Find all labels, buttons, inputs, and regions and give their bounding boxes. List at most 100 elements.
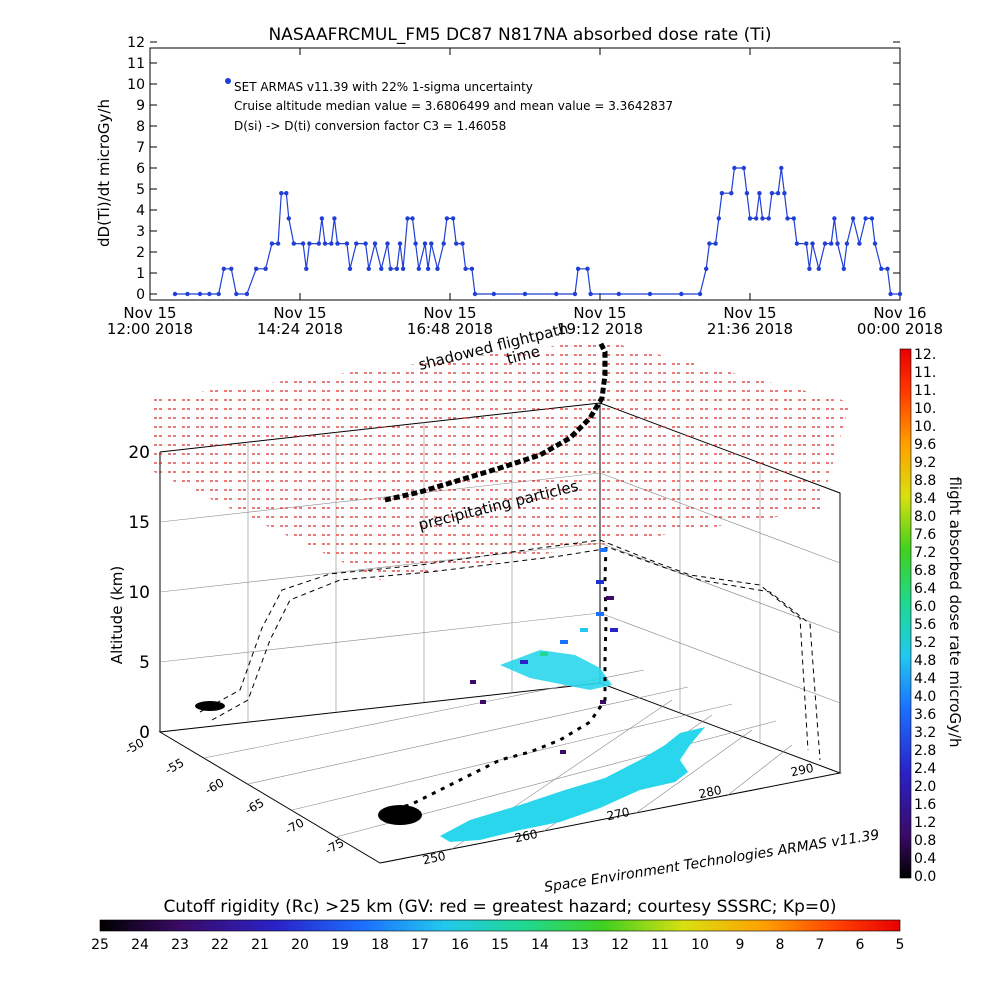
y-tick-label: 10 bbox=[127, 77, 145, 93]
terrain-shelf bbox=[500, 650, 612, 690]
legend-line-3: D(si) -> D(ti) conversion factor C3 = 1.… bbox=[234, 119, 506, 133]
data-point bbox=[347, 266, 353, 271]
dose-colorbar-tick-label: 11. bbox=[914, 365, 936, 381]
data-point bbox=[354, 241, 359, 246]
data-point bbox=[707, 241, 712, 246]
data-point bbox=[429, 241, 434, 246]
data-point bbox=[857, 241, 862, 246]
data-point bbox=[757, 191, 762, 196]
dose-colorbar-tick-label: 2.8 bbox=[914, 743, 936, 759]
dose-markers bbox=[470, 548, 618, 754]
longitude-tick-labels: 250 260 270 280 290 bbox=[422, 761, 815, 867]
rigidity-colorbar-tick-label: 23 bbox=[171, 937, 189, 953]
data-point bbox=[316, 241, 321, 246]
lon-tick-label: 260 bbox=[514, 827, 539, 845]
dose-colorbar-tick-label: 8.8 bbox=[914, 473, 936, 489]
y-tick-label: 5 bbox=[136, 182, 145, 198]
data-point bbox=[450, 216, 456, 221]
data-point bbox=[704, 266, 709, 271]
rigidity-colorbar-tick-label: 14 bbox=[531, 937, 549, 953]
dose-colorbar-tick-label: 10. bbox=[914, 419, 936, 435]
data-point bbox=[829, 241, 834, 246]
z-tick-label: 5 bbox=[139, 653, 150, 673]
legend: SET ARMAS v11.39 with 22% 1-sigma uncert… bbox=[225, 78, 673, 133]
dose-colorbar-tick-label: 8.0 bbox=[914, 509, 936, 525]
rigidity-colorbar-tick-label: 15 bbox=[491, 937, 509, 953]
data-point bbox=[616, 291, 621, 297]
data-point bbox=[422, 241, 428, 246]
x-tick-label-bottom: 16:48 2018 bbox=[407, 320, 493, 338]
plot-frame bbox=[149, 47, 901, 301]
dose-rate-timeseries: NASAAFRCMUL_FM5 DC87 N817NA absorbed dos… bbox=[95, 25, 943, 338]
rigidity-colorbar-tick-label: 19 bbox=[331, 937, 349, 953]
data-point bbox=[807, 266, 812, 271]
lat-tick-label: -55 bbox=[163, 755, 187, 777]
data-point bbox=[304, 266, 309, 271]
terrain-coastline bbox=[440, 727, 705, 842]
data-point bbox=[647, 291, 653, 297]
lat-tick-label: -70 bbox=[283, 815, 307, 837]
data-point bbox=[229, 266, 234, 271]
y-tick-label: 7 bbox=[136, 140, 145, 156]
dose-colorbar-tick-label: 1.6 bbox=[914, 797, 936, 813]
data-point bbox=[769, 191, 775, 196]
legend-line-2: Cruise altitude median value = 3.6806499… bbox=[234, 99, 673, 113]
rigidity-colorbar-tick-label: 12 bbox=[611, 937, 629, 953]
data-point bbox=[332, 216, 337, 221]
data-point bbox=[879, 266, 884, 271]
data-point bbox=[816, 266, 821, 271]
data-point bbox=[221, 266, 226, 271]
data-point bbox=[747, 216, 753, 221]
data-point bbox=[366, 266, 371, 271]
z-tick-label: 20 bbox=[128, 443, 150, 463]
series-path bbox=[175, 167, 900, 295]
z-tick-label: 0 bbox=[139, 723, 150, 743]
lon-tick-label: 250 bbox=[422, 849, 447, 867]
data-point bbox=[844, 241, 850, 246]
data-point bbox=[575, 266, 581, 271]
data-point bbox=[732, 165, 737, 171]
x-tick-label-top: Nov 15 bbox=[273, 304, 326, 322]
x-tick-label-top: Nov 15 bbox=[723, 304, 776, 322]
data-point bbox=[319, 216, 325, 221]
credit-text: Space Environment Technologies ARMAS v11… bbox=[543, 827, 880, 896]
data-point bbox=[291, 241, 296, 246]
y-tick-label: 2 bbox=[136, 245, 145, 261]
y-tick-label: 1 bbox=[136, 266, 145, 282]
data-point bbox=[269, 241, 275, 246]
data-point bbox=[394, 266, 400, 271]
y-tick-label: 4 bbox=[136, 203, 145, 219]
x-tick-label-top: Nov 16 bbox=[873, 304, 926, 322]
data-point bbox=[841, 266, 846, 271]
flight-trajectory bbox=[195, 340, 608, 825]
y-tick-label: 11 bbox=[127, 56, 145, 72]
data-point bbox=[322, 241, 328, 246]
rigidity-colorbar: Cutoff rigidity (Rc) >25 km (GV: red = g… bbox=[91, 897, 904, 953]
data-point bbox=[522, 291, 528, 297]
rigidity-colorbar-tick-label: 24 bbox=[131, 937, 149, 953]
data-point bbox=[454, 241, 459, 246]
data-point bbox=[300, 241, 306, 246]
dose-colorbar-tick-label: 4.4 bbox=[914, 671, 936, 687]
data-point bbox=[469, 266, 475, 271]
dose-colorbar-ticks: 12. 11. 11. 10. 10. 9.6 9.2 8.8 8.4 8.0 7.6 7.2 6.8 6… bbox=[914, 347, 936, 885]
data-point bbox=[835, 241, 840, 246]
rigidity-colorbar-tick-label: 5 bbox=[896, 937, 905, 953]
data-point bbox=[286, 216, 291, 221]
series-line bbox=[172, 165, 903, 297]
x-tick-label-top: Nov 15 bbox=[423, 304, 476, 322]
data-point bbox=[741, 165, 746, 171]
dose-colorbar-tick-label: 7.2 bbox=[914, 545, 936, 561]
data-point bbox=[435, 266, 440, 271]
chart-title: NASAAFRCMUL_FM5 DC87 N817NA absorbed dos… bbox=[268, 25, 771, 45]
dose-colorbar-tick-label: 1.2 bbox=[914, 815, 936, 831]
data-point bbox=[744, 191, 750, 196]
shadow-paths bbox=[199, 539, 821, 761]
dose-colorbar-tick-label: 2.0 bbox=[914, 779, 936, 795]
rigidity-colorbar-tick-label: 10 bbox=[691, 937, 709, 953]
data-point bbox=[491, 291, 496, 297]
data-point bbox=[460, 241, 465, 246]
data-point bbox=[379, 266, 384, 271]
